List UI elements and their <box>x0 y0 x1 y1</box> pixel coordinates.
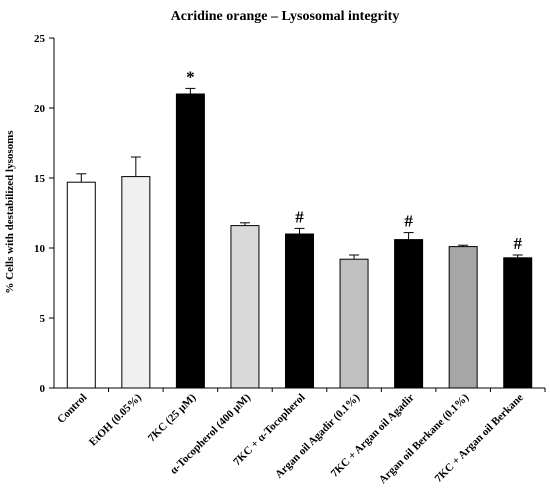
y-tick-label-10: 10 <box>34 243 46 255</box>
significance-marker-4: # <box>295 207 304 226</box>
y-tick-label-20: 20 <box>34 103 46 115</box>
y-tick-label-5: 5 <box>40 313 46 325</box>
y-tick-label-15: 15 <box>34 173 46 185</box>
bar-0 <box>66 181 96 389</box>
bar-2 <box>175 93 205 389</box>
x-tick-label-7: Argan oil Berkane (0.1%) <box>377 391 472 486</box>
y-axis-label: % Cells with destabilized lysosoms <box>4 130 16 294</box>
significance-marker-6: # <box>404 212 413 231</box>
significance-marker-2: * <box>186 67 195 86</box>
significance-marker-8: # <box>513 234 522 253</box>
bar-8 <box>503 257 533 389</box>
chart-title: Acridine orange – Lysosomal integrity <box>171 9 400 24</box>
x-tick-label-1: EtOH (0.05%) <box>87 391 144 448</box>
bar-1 <box>121 176 151 389</box>
bar-4 <box>285 233 314 389</box>
y-tick-label-25: 25 <box>34 33 46 45</box>
x-tick-label-8: 7KC + Argan oil Berkane <box>433 392 526 485</box>
bar-3 <box>230 225 260 389</box>
x-tick-label-0: Control <box>55 392 89 426</box>
y-tick-label-0: 0 <box>40 383 46 395</box>
x-tick-label-2: 7KC (25 µM) <box>146 391 199 444</box>
bar-6 <box>394 239 424 389</box>
bar-7 <box>448 246 478 389</box>
bar-5 <box>339 258 369 389</box>
